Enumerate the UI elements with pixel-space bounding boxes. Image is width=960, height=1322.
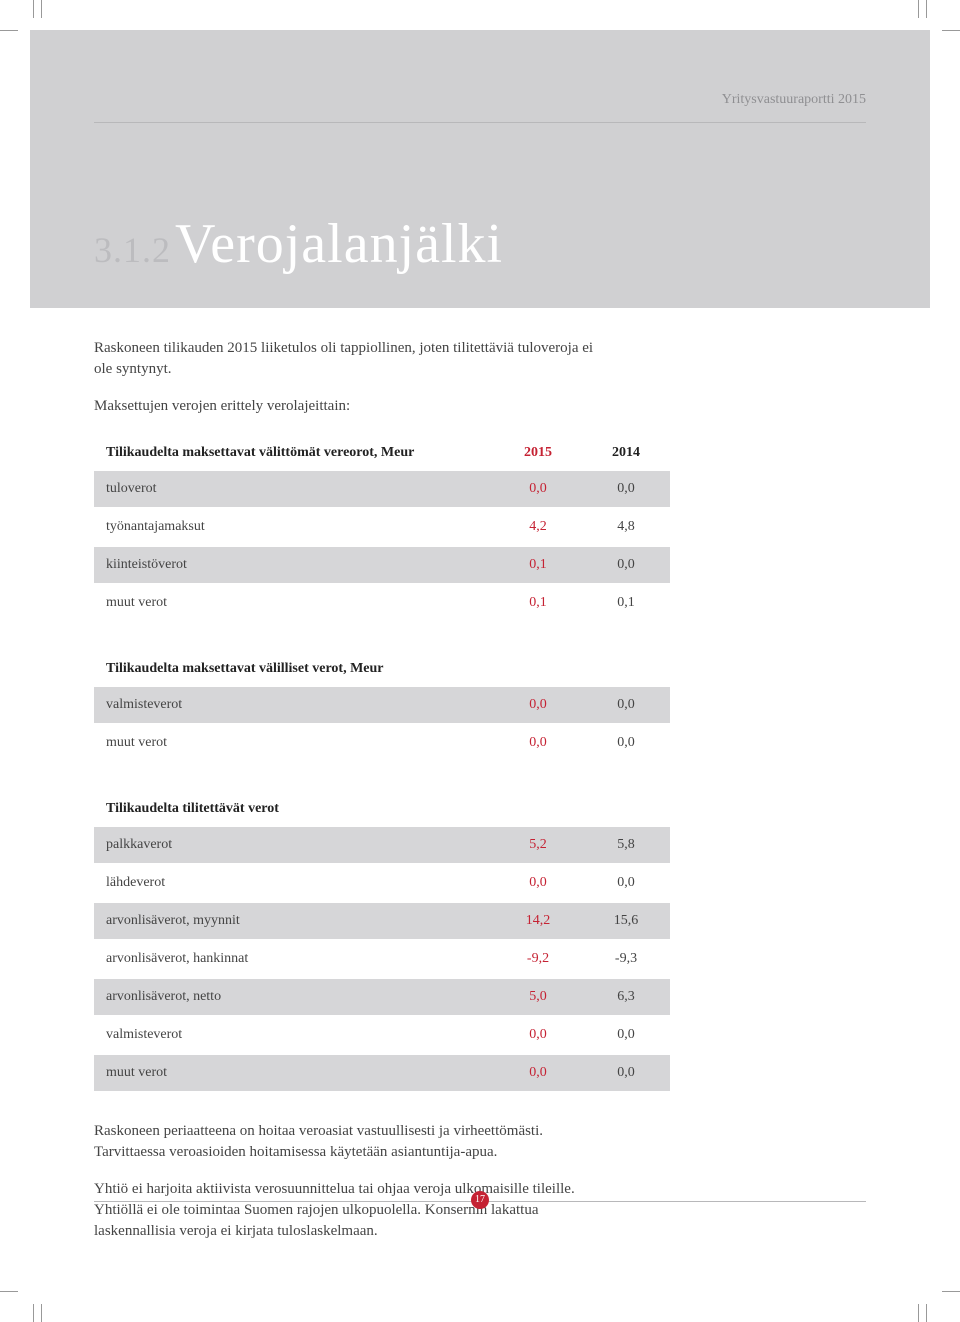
row-label: arvonlisäverot, myynnit — [94, 903, 494, 939]
year-header-prior — [582, 793, 670, 825]
table-heading: Tilikaudelta maksettavat välilliset vero… — [94, 653, 494, 685]
table-row: palkkaverot5,25,8 — [94, 827, 670, 863]
row-value-prior: 0,1 — [582, 585, 670, 621]
row-label: tuloverot — [94, 471, 494, 507]
row-value-prior: 0,0 — [582, 547, 670, 583]
row-value-prior: 0,0 — [582, 1017, 670, 1053]
table-row: valmisteverot0,00,0 — [94, 1017, 670, 1053]
row-label: kiinteistöverot — [94, 547, 494, 583]
row-value-current: 0,1 — [494, 585, 582, 621]
row-value-current: 4,2 — [494, 509, 582, 545]
row-value-current: -9,2 — [494, 941, 582, 977]
row-value-prior: 0,0 — [582, 471, 670, 507]
row-value-current: 0,0 — [494, 725, 582, 761]
row-label: muut verot — [94, 1055, 494, 1091]
table-row: muut verot0,00,0 — [94, 725, 670, 761]
header-band: Yritysvastuuraportti 2015 3.1.2 Verojala… — [30, 30, 930, 308]
section-number: 3.1.2 — [94, 230, 171, 270]
table-row: arvonlisäverot, netto5,06,3 — [94, 979, 670, 1015]
table-row: muut verot0,00,0 — [94, 1055, 670, 1091]
page-number-badge: 17 — [471, 1191, 489, 1209]
row-value-prior: 0,0 — [582, 865, 670, 901]
year-header-current — [494, 653, 582, 685]
crop-mark — [942, 30, 960, 31]
intro-paragraph-1: Raskoneen tilikauden 2015 liiketulos oli… — [94, 338, 614, 380]
row-value-current: 0,0 — [494, 471, 582, 507]
row-label: valmisteverot — [94, 1017, 494, 1053]
row-value-prior: 0,0 — [582, 687, 670, 723]
intro-paragraph-2: Maksettujen verojen erittely verolajeitt… — [94, 396, 614, 417]
row-value-prior: -9,3 — [582, 941, 670, 977]
tax-table: Tilikaudelta tilitettävät verotpalkkaver… — [94, 791, 670, 1093]
table-row: arvonlisäverot, myynnit14,215,6 — [94, 903, 670, 939]
row-value-prior: 0,0 — [582, 725, 670, 761]
row-value-prior: 5,8 — [582, 827, 670, 863]
row-label: työnantajamaksut — [94, 509, 494, 545]
table-row: työnantajamaksut4,24,8 — [94, 509, 670, 545]
row-value-prior: 0,0 — [582, 1055, 670, 1091]
header-rule — [94, 122, 866, 123]
year-header-current: 2015 — [494, 437, 582, 469]
table-row: kiinteistöverot0,10,0 — [94, 547, 670, 583]
section-title: 3.1.2 Verojalanjälki — [94, 212, 503, 276]
year-header-prior: 2014 — [582, 437, 670, 469]
table-row: arvonlisäverot, hankinnat-9,2-9,3 — [94, 941, 670, 977]
table-heading: Tilikaudelta tilitettävät verot — [94, 793, 494, 825]
row-label: arvonlisäverot, netto — [94, 979, 494, 1015]
row-value-current: 14,2 — [494, 903, 582, 939]
row-label: lähdeverot — [94, 865, 494, 901]
outro-paragraph-1: Raskoneen periaatteena on hoitaa veroasi… — [94, 1121, 614, 1163]
crop-mark — [942, 1291, 960, 1292]
row-value-current: 0,0 — [494, 1017, 582, 1053]
table-row: muut verot0,10,1 — [94, 585, 670, 621]
row-value-current: 0,0 — [494, 687, 582, 723]
row-value-current: 0,0 — [494, 865, 582, 901]
row-label: arvonlisäverot, hankinnat — [94, 941, 494, 977]
row-value-current: 5,0 — [494, 979, 582, 1015]
content-area: Raskoneen tilikauden 2015 liiketulos oli… — [94, 338, 866, 1258]
row-value-prior: 15,6 — [582, 903, 670, 939]
outro-paragraph-2: Yhtiö ei harjoita aktiivista verosuunnit… — [94, 1179, 614, 1242]
tax-table: Tilikaudelta maksettavat välittömät vere… — [94, 435, 670, 623]
page-container: Yritysvastuuraportti 2015 3.1.2 Verojala… — [30, 0, 930, 1322]
tables-container: Tilikaudelta maksettavat välittömät vere… — [94, 435, 866, 1093]
report-label: Yritysvastuuraportti 2015 — [722, 92, 866, 108]
crop-mark — [0, 30, 18, 31]
table-heading: Tilikaudelta maksettavat välittömät vere… — [94, 437, 494, 469]
row-value-current: 0,1 — [494, 547, 582, 583]
table-row: lähdeverot0,00,0 — [94, 865, 670, 901]
table-row: valmisteverot0,00,0 — [94, 687, 670, 723]
row-value-current: 0,0 — [494, 1055, 582, 1091]
row-label: muut verot — [94, 725, 494, 761]
section-title-text: Verojalanjälki — [175, 213, 503, 275]
row-label: palkkaverot — [94, 827, 494, 863]
tax-table: Tilikaudelta maksettavat välilliset vero… — [94, 651, 670, 763]
row-label: valmisteverot — [94, 687, 494, 723]
row-label: muut verot — [94, 585, 494, 621]
row-value-prior: 4,8 — [582, 509, 670, 545]
row-value-prior: 6,3 — [582, 979, 670, 1015]
table-row: tuloverot0,00,0 — [94, 471, 670, 507]
row-value-current: 5,2 — [494, 827, 582, 863]
year-header-prior — [582, 653, 670, 685]
year-header-current — [494, 793, 582, 825]
crop-mark — [0, 1291, 18, 1292]
